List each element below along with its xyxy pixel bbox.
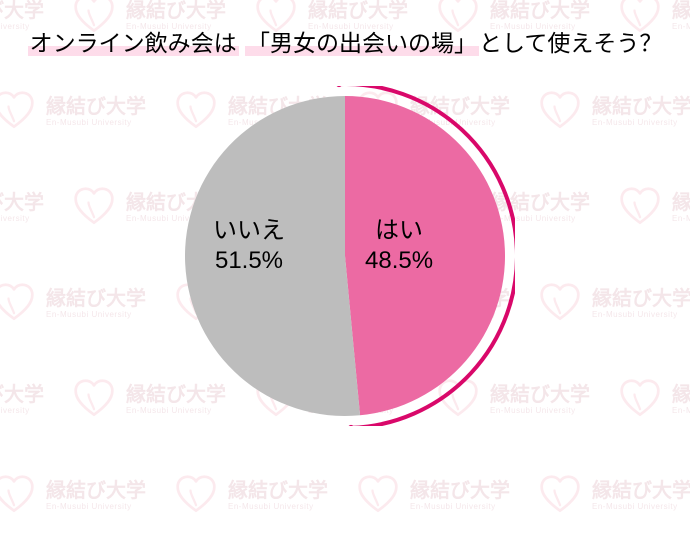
pie-chart: はい 48.5% いいえ 51.5% [175,86,515,426]
slice-label-yes: はい 48.5% [365,216,433,276]
content-area: オンライン飲み会は 「男女の出会いの場」として使えそう？ はい 48.5% いい… [0,0,690,537]
slice-label-no-text: いいえ [213,216,285,246]
slice-label-yes-value: 48.5% [365,246,433,276]
chart-title: オンライン飲み会は 「男女の出会いの場」として使えそう？ [28,24,663,58]
pie-outline-cap [336,86,342,87]
slice-label-yes-text: はい [365,216,433,246]
slice-label-no-value: 51.5% [213,246,285,276]
title-line-2-highlight: 「男女の出会いの場」 [245,30,479,56]
title-line-2-suffix: として使えそう？ [479,30,662,56]
pie-outline-cap [348,425,354,426]
title-line-1: オンライン飲み会は [28,30,239,56]
slice-label-no: いいえ 51.5% [213,216,285,276]
